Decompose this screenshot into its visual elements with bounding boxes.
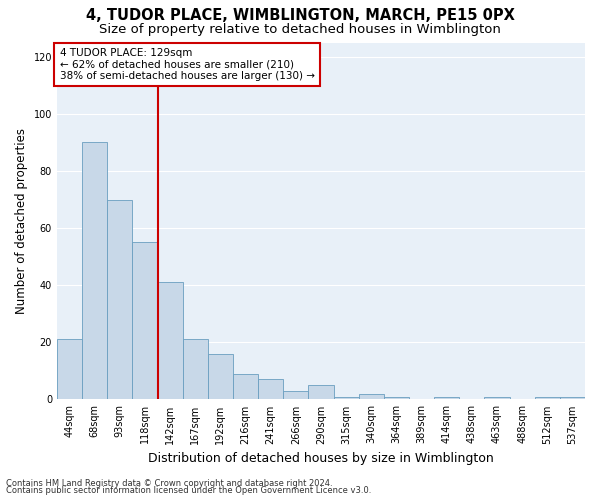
Text: Size of property relative to detached houses in Wimblington: Size of property relative to detached ho… [99, 22, 501, 36]
Bar [359, 394, 384, 400]
Text: Contains HM Land Registry data © Crown copyright and database right 2024.: Contains HM Land Registry data © Crown c… [6, 478, 332, 488]
Bar [107, 200, 133, 400]
Bar [334, 396, 359, 400]
Bar [158, 282, 182, 400]
Text: 4, TUDOR PLACE, WIMBLINGTON, MARCH, PE15 0PX: 4, TUDOR PLACE, WIMBLINGTON, MARCH, PE15… [86, 8, 514, 22]
Bar [258, 380, 283, 400]
Text: Contains public sector information licensed under the Open Government Licence v3: Contains public sector information licen… [6, 486, 371, 495]
Text: 4 TUDOR PLACE: 129sqm
← 62% of detached houses are smaller (210)
38% of semi-det: 4 TUDOR PLACE: 129sqm ← 62% of detached … [59, 48, 314, 81]
Bar [434, 396, 459, 400]
Bar [233, 374, 258, 400]
Bar [560, 396, 585, 400]
Bar [82, 142, 107, 400]
Bar [308, 385, 334, 400]
Bar [535, 396, 560, 400]
Bar [208, 354, 233, 400]
Bar [182, 340, 208, 400]
Bar [384, 396, 409, 400]
Bar [283, 391, 308, 400]
Y-axis label: Number of detached properties: Number of detached properties [15, 128, 28, 314]
Bar [484, 396, 509, 400]
X-axis label: Distribution of detached houses by size in Wimblington: Distribution of detached houses by size … [148, 452, 494, 465]
Bar [57, 340, 82, 400]
Bar [133, 242, 158, 400]
